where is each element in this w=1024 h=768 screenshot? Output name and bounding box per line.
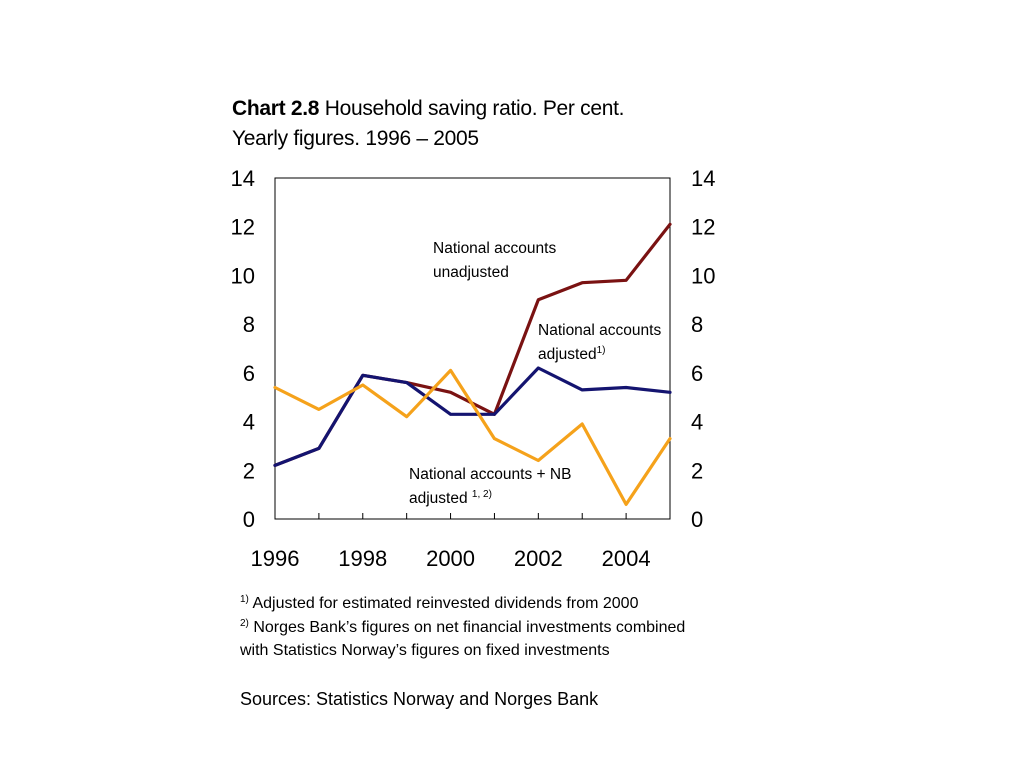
chart-title: Chart 2.8 Household saving ratio. Per ce… — [232, 94, 624, 154]
plot-frame — [274, 177, 671, 520]
title-line-1: Chart 2.8 Household saving ratio. Per ce… — [232, 94, 624, 124]
series-line-adjusted — [273, 366, 672, 467]
series-line-unadjusted — [273, 222, 672, 467]
y-tick-label-right: 14 — [691, 166, 715, 191]
title-text: Household saving ratio. Per cent. — [324, 97, 625, 120]
annotation-nb-adjusted-line-2: adjusted 1, 2) — [409, 489, 492, 507]
x-tick-label: 1998 — [338, 546, 387, 571]
annotation-nb-adjusted-superscript: 1, 2) — [472, 489, 492, 500]
y-tick-label-right: 0 — [691, 507, 703, 532]
footnote-2-text: Norges Bank’s figures on net financial i… — [248, 618, 686, 636]
chart-number: Chart 2.8 — [232, 97, 320, 120]
y-tick-label-right: 10 — [691, 263, 715, 288]
footnote-1: 1) Adjusted for estimated reinvested div… — [240, 592, 685, 616]
y-tick-label-left: 10 — [231, 263, 255, 288]
annotation-adjusted-line-2: adjusted1) — [538, 345, 606, 363]
y-tick-label-right: 6 — [691, 361, 703, 386]
y-tick-label-left: 6 — [243, 361, 255, 386]
footnote-1-mark: 1) — [240, 594, 249, 605]
title-line-2: Yearly figures. 1996 – 2005 — [232, 127, 479, 150]
y-tick-label-right: 8 — [691, 312, 703, 337]
y-tick-label-left: 2 — [243, 458, 255, 483]
x-tick-label: 2002 — [514, 546, 563, 571]
annotation-adjusted-superscript: 1) — [597, 345, 606, 356]
x-tick-label: 2004 — [602, 546, 651, 571]
y-tick-label-left: 14 — [231, 166, 255, 191]
y-tick-label-left: 4 — [243, 410, 255, 435]
y-tick-label-right: 12 — [691, 215, 715, 240]
x-tick-label: 1996 — [251, 546, 300, 571]
footnotes: 1) Adjusted for estimated reinvested div… — [240, 592, 685, 663]
y-tick-label-right: 4 — [691, 410, 703, 435]
series-line-nb-adjusted — [273, 368, 672, 506]
footnote-2-continued: with Statistics Norway’s figures on fixe… — [240, 642, 610, 659]
footnote-2: 2) Norges Bank’s figures on net financia… — [240, 616, 685, 640]
x-tick-label: 2000 — [426, 546, 475, 571]
annotation-unadjusted-line-1: National accounts — [433, 240, 556, 257]
y-tick-label-right: 2 — [691, 458, 703, 483]
annotation-unadjusted-line-2: unadjusted — [433, 264, 509, 281]
y-tick-label-left: 8 — [243, 312, 255, 337]
annotation-adjusted-line-1: National accounts — [538, 322, 661, 339]
y-tick-label-left: 0 — [243, 507, 255, 532]
footnote-1-text: Adjusted for estimated reinvested divide… — [248, 595, 639, 612]
footnote-2-mark: 2) — [240, 617, 249, 629]
annotation-nb-adjusted-line-1: National accounts + NB — [409, 466, 571, 483]
y-tick-label-left: 12 — [231, 215, 255, 240]
sources-note: Sources: Statistics Norway and Norges Ba… — [240, 689, 599, 709]
